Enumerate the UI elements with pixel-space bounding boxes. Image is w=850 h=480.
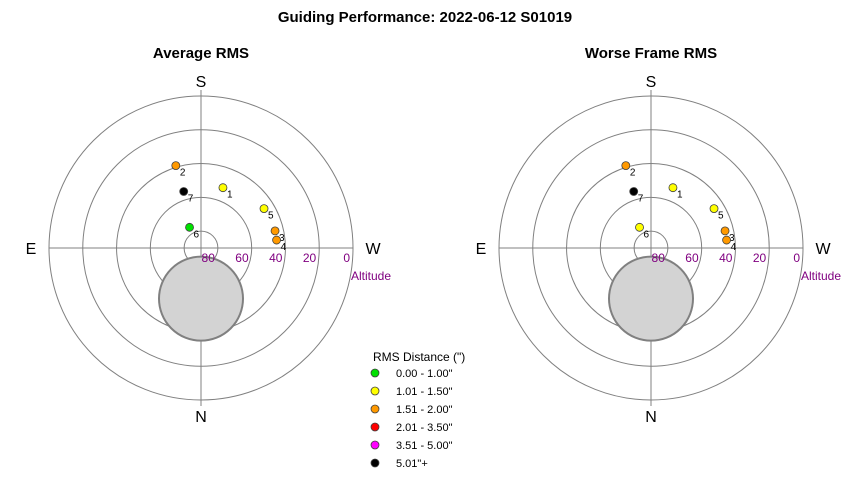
data-point xyxy=(218,183,228,193)
legend-item-label: 2.01 - 3.50" xyxy=(396,422,453,434)
data-point xyxy=(171,161,181,171)
data-point xyxy=(185,222,194,232)
data-point-label: 1 xyxy=(227,190,233,201)
subplot-title: Average RMS xyxy=(153,45,249,62)
data-point-label: 5 xyxy=(268,211,274,222)
data-point xyxy=(722,235,731,245)
chart-main-title: Guiding Performance: 2022-06-12 S01019 xyxy=(277,9,573,26)
altitude-tick-label: 0 xyxy=(343,251,350,265)
legend-marker xyxy=(370,404,380,414)
data-point-label: 4 xyxy=(281,242,287,253)
data-point xyxy=(270,226,280,236)
data-point-label: 4 xyxy=(731,242,737,253)
altitude-tick-label: 20 xyxy=(753,251,767,265)
altitude-tick-label: 40 xyxy=(719,251,733,265)
legend-item-label: 5.01"+ xyxy=(396,458,428,470)
altitude-tick-label: 80 xyxy=(652,251,666,265)
data-point-label: 3 xyxy=(729,233,735,244)
legend-marker xyxy=(370,458,380,468)
direction-label-right: W xyxy=(365,241,381,258)
direction-label-top: S xyxy=(196,74,207,91)
legend: RMS Distance (") 0.00 - 1.00" 1.01 - 1.50"… xyxy=(370,350,465,470)
legend-marker xyxy=(370,368,380,378)
direction-label-bottom: N xyxy=(645,409,657,426)
legend-item-label: 1.01 - 1.50" xyxy=(396,386,453,398)
altitude-axis-label: Altitude xyxy=(801,269,841,283)
data-point-label: 6 xyxy=(194,229,200,240)
direction-label-bottom: N xyxy=(195,409,207,426)
altitude-tick-label: 0 xyxy=(793,251,800,265)
legend-marker xyxy=(370,440,380,450)
altitude-tick-label: 40 xyxy=(269,251,283,265)
moon-disc xyxy=(158,255,244,342)
legend-item-label: 1.51 - 2.00" xyxy=(396,404,453,416)
legend-item-label: 3.51 - 5.00" xyxy=(396,440,453,452)
data-point xyxy=(668,183,678,193)
data-point-label: 1 xyxy=(677,190,683,201)
subplot-title: Worse Frame RMS xyxy=(585,45,717,62)
data-point-label: 7 xyxy=(188,193,194,204)
data-point-label: 6 xyxy=(644,229,650,240)
direction-label-left: E xyxy=(26,241,37,258)
altitude-tick-label: 80 xyxy=(202,251,216,265)
data-point xyxy=(621,161,631,171)
altitude-axis-label: Altitude xyxy=(351,269,391,283)
altitude-tick-label: 60 xyxy=(235,251,249,265)
legend-marker xyxy=(370,386,380,396)
direction-label-left: E xyxy=(476,241,487,258)
altitude-tick-label: 20 xyxy=(303,251,317,265)
direction-label-top: S xyxy=(646,74,657,91)
legend-title: RMS Distance (") xyxy=(373,350,465,364)
data-point-label: 2 xyxy=(180,168,186,179)
data-point-label: 7 xyxy=(638,193,644,204)
data-point xyxy=(259,204,269,214)
data-point-label: 5 xyxy=(718,211,724,222)
data-point xyxy=(635,222,644,232)
moon-disc xyxy=(608,255,694,342)
data-point xyxy=(709,204,719,214)
data-point xyxy=(179,187,189,196)
data-point-label: 3 xyxy=(279,233,285,244)
data-point xyxy=(629,187,639,196)
altitude-tick-label: 60 xyxy=(685,251,699,265)
data-point xyxy=(720,226,730,236)
direction-label-right: W xyxy=(815,241,831,258)
legend-marker xyxy=(370,422,380,432)
data-point xyxy=(272,235,281,245)
data-point-label: 2 xyxy=(630,168,636,179)
legend-item-label: 0.00 - 1.00" xyxy=(396,368,453,380)
